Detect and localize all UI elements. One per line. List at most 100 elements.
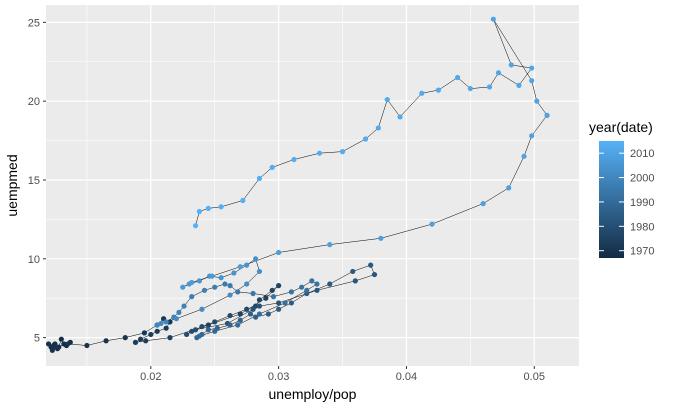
data-point [506,185,512,191]
data-point [227,312,233,319]
data-point [270,294,277,300]
data-point [467,85,473,92]
data-point [218,204,224,210]
data-point [508,62,514,68]
data-point [314,281,320,287]
data-point [235,289,241,295]
data-point [65,341,71,347]
data-point [192,223,199,229]
x-axis-title: unemploy/pop [269,386,357,402]
data-point [122,335,128,341]
data-point [192,327,199,333]
data-point [180,284,186,290]
data-point [58,336,64,342]
data-point [486,84,493,90]
data-point [256,303,263,309]
legend-label: 1970 [630,246,654,258]
data-point [231,270,237,276]
data-point [276,300,282,306]
data-point [480,201,486,207]
data-point [435,87,442,93]
data-point [45,341,52,347]
data-point [176,309,182,316]
legend-label: 1980 [630,221,654,233]
data-point [327,281,333,287]
data-point [181,303,187,309]
data-point [227,283,233,289]
data-point [276,306,282,312]
data-point [141,330,148,336]
data-point [529,65,535,71]
data-point [256,311,263,317]
data-point [314,287,320,293]
data-point [516,82,522,88]
legend-ticks: 2010 2000 1990 1980 1970 [599,148,654,258]
data-point [240,197,246,204]
legend-title: year(date) [589,119,653,135]
data-point [250,290,256,297]
data-point [378,235,384,241]
data-point [247,311,254,317]
data-point [205,205,211,211]
data-point [154,328,160,334]
data-point [61,341,67,347]
data-point [132,339,139,345]
data-point [148,331,154,338]
legend-label: 2000 [630,173,654,185]
data-point [375,125,381,131]
data-point [429,221,435,227]
y-tick-label: 20 [28,96,40,108]
y-tick-label: 15 [28,175,40,187]
data-point [205,322,211,328]
data-point [167,335,173,341]
data-point [362,136,369,142]
data-point [495,70,502,76]
y-tick-label: 25 [28,17,40,29]
data-point [397,114,403,120]
data-point [288,300,295,306]
data-point [352,278,358,284]
data-point [371,271,378,278]
data-point [269,164,275,170]
point-layer [45,16,550,353]
data-point [196,208,202,215]
data-point [490,16,496,22]
x-axis-ticks: 0.02 0.03 0.04 0.05 [140,366,545,383]
data-point [222,281,228,287]
legend-label: 2010 [630,148,654,160]
data-point [103,338,109,344]
data-point [288,289,295,295]
legend-colorbar [599,141,624,258]
data-point [199,306,205,312]
data-point [53,344,59,350]
data-point [309,278,315,284]
data-point [256,268,263,275]
data-point [227,292,233,298]
data-point [244,306,250,312]
data-point [276,249,282,256]
data-point [368,262,374,268]
data-point [291,156,297,163]
data-point [235,322,241,328]
data-point [256,297,263,303]
data-point [201,287,208,293]
data-point [244,262,250,268]
y-axis-title: uempmed [4,154,20,216]
data-point [529,78,535,84]
data-point [454,74,461,81]
data-point [189,279,195,286]
x-tick-label: 0.02 [140,371,161,383]
data-point [209,273,215,279]
data-point [143,338,149,344]
data-point [237,264,243,270]
data-point [316,150,323,156]
x-tick-label: 0.05 [524,371,545,383]
data-point [189,294,195,300]
data-point [521,153,527,159]
data-point [218,275,224,281]
data-point [544,112,550,118]
data-point [163,319,169,325]
data-point [282,300,288,306]
data-point [276,283,282,289]
data-point [419,90,425,96]
